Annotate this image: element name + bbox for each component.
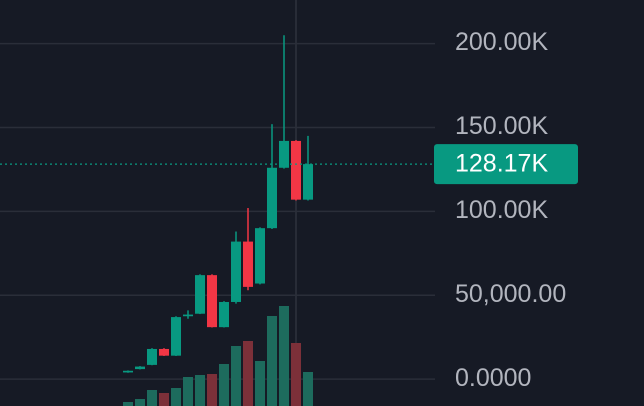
candle-body xyxy=(231,241,241,302)
candle-body xyxy=(243,241,253,287)
volume-bar xyxy=(135,399,145,406)
volume-bar xyxy=(243,341,253,406)
volume-bar xyxy=(159,393,169,406)
candle-body xyxy=(135,366,145,370)
volume-bar xyxy=(279,306,289,406)
volume-bar xyxy=(183,377,193,406)
candle-body xyxy=(195,275,205,314)
volume-bar xyxy=(195,375,205,406)
candle-body xyxy=(267,167,277,229)
volume-bar xyxy=(147,390,157,406)
volume-bar xyxy=(231,346,241,406)
candle-body xyxy=(207,275,217,328)
last-price-label: 128.17K xyxy=(455,150,548,178)
y-tick-label: 200.00K xyxy=(455,28,548,56)
candle-body xyxy=(183,314,193,317)
y-tick-label: 50,000.00 xyxy=(455,280,566,308)
candle-body xyxy=(303,164,313,200)
candle-body xyxy=(147,348,157,365)
volume-bar xyxy=(171,388,181,406)
volume-bar xyxy=(123,402,133,406)
volume-bar xyxy=(207,374,217,406)
y-tick-label: 0.0000 xyxy=(455,364,531,392)
volume-bar xyxy=(303,372,313,406)
candle-body xyxy=(171,317,181,356)
candle-body xyxy=(123,370,133,373)
last-price-tag xyxy=(434,144,578,185)
volume-bar xyxy=(267,316,277,406)
volume-bar xyxy=(291,343,301,406)
candle-body xyxy=(279,140,289,168)
volume-bar xyxy=(219,364,229,406)
candle-body xyxy=(219,301,229,328)
candle-body xyxy=(159,348,169,356)
y-tick-label: 100.00K xyxy=(455,196,548,224)
volume-bar xyxy=(255,361,265,406)
y-tick-label: 150.00K xyxy=(455,112,548,140)
candle-body xyxy=(291,140,301,200)
candle-body xyxy=(255,228,265,284)
